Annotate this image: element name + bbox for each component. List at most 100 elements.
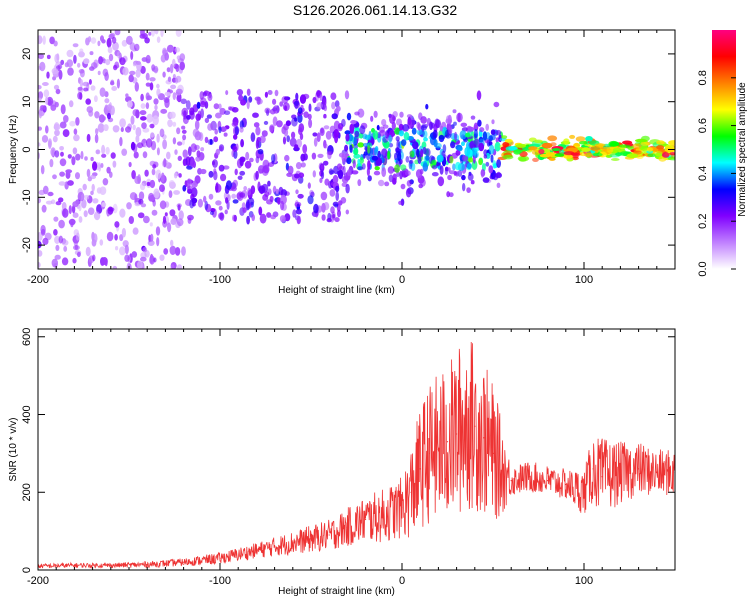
heatmap-cell: [105, 146, 110, 155]
heatmap-cell: [312, 96, 317, 104]
heatmap-cell: [77, 251, 81, 258]
heatmap-cell: [255, 170, 259, 180]
heatmap-cell: [308, 103, 312, 112]
heatmap-cell: [218, 126, 222, 134]
heatmap-cell: [351, 170, 359, 175]
heatmap-cell: [382, 136, 389, 143]
spectrogram-y-tick-label: 10: [21, 96, 33, 108]
heatmap-cell: [381, 167, 387, 178]
heatmap-cell: [239, 170, 246, 176]
heatmap-cell: [448, 125, 453, 135]
heatmap-cell: [133, 151, 139, 159]
snr-y-axis-title: SNR (10 * v/v): [8, 418, 19, 482]
heatmap-cell: [321, 214, 326, 221]
heatmap-cell: [473, 138, 480, 148]
heatmap-cell: [175, 88, 183, 95]
heatmap-cell: [212, 159, 218, 168]
heatmap-cell: [473, 128, 478, 139]
heatmap-cell: [330, 206, 335, 214]
heatmap-cell: [223, 132, 228, 137]
heatmap-cell: [496, 159, 501, 168]
heatmap-cell: [72, 43, 79, 48]
heatmap-cell: [163, 248, 169, 255]
heatmap-cell: [53, 40, 58, 47]
heatmap-cell: [346, 112, 352, 121]
heatmap-cell: [38, 85, 42, 90]
heatmap-cell: [322, 98, 327, 107]
heatmap-cell: [208, 193, 214, 200]
heatmap-cell: [203, 195, 207, 203]
snr-series-line: [38, 341, 675, 569]
heatmap-cell: [218, 164, 225, 172]
heatmap-cell: [225, 90, 229, 96]
heatmap-cell: [286, 172, 293, 177]
heatmap-cell: [149, 222, 153, 227]
heatmap-cell: [319, 127, 325, 136]
heatmap-cell: [114, 234, 118, 241]
heatmap-cell: [167, 76, 172, 83]
heatmap-cell: [207, 139, 214, 145]
heatmap-cell: [143, 215, 150, 224]
heatmap-cell: [421, 141, 427, 149]
heatmap-cell: [155, 226, 161, 236]
heatmap-cell: [88, 79, 92, 85]
heatmap-cell: [420, 148, 424, 158]
heatmap-cell: [280, 200, 285, 211]
heatmap-cell: [94, 133, 99, 144]
heatmap-cell: [84, 156, 88, 161]
heatmap-cell: [116, 78, 120, 89]
heatmap-cell: [89, 51, 94, 56]
colorbar-tick-label: 0.4: [697, 166, 709, 181]
heatmap-cell: [168, 180, 175, 188]
heatmap-cell: [266, 109, 270, 116]
heatmap-cell: [234, 125, 240, 136]
heatmap-cell: [405, 170, 411, 176]
heatmap-cell: [336, 163, 343, 171]
colorbar-tick-label: 0.6: [697, 118, 709, 133]
snr-data-point: [601, 476, 603, 478]
heatmap-cell: [334, 203, 339, 208]
heatmap-cell: [58, 219, 65, 229]
heatmap-cell: [45, 125, 49, 134]
heatmap-cell: [79, 48, 84, 54]
heatmap-cell: [247, 187, 252, 196]
heatmap-cell: [300, 153, 306, 162]
heatmap-cell: [311, 152, 317, 160]
heatmap-cell: [80, 150, 84, 160]
heatmap-cell: [121, 227, 126, 238]
heatmap-cell: [68, 205, 72, 215]
heatmap-cell: [202, 91, 207, 97]
snr-data-point: [446, 441, 449, 443]
heatmap-cell: [478, 158, 483, 166]
heatmap-cell: [215, 112, 222, 119]
heatmap-cell: [396, 150, 401, 156]
heatmap-cell: [236, 89, 244, 96]
heatmap-cell: [60, 151, 64, 157]
snr-frame: [37, 328, 676, 571]
heatmap-cell: [569, 134, 576, 139]
heatmap-cell: [196, 101, 201, 109]
snr-data-point: [419, 468, 421, 470]
heatmap-cell: [287, 165, 294, 175]
heatmap-cell: [477, 119, 482, 127]
heatmap-cell: [146, 181, 151, 187]
heatmap-cell: [38, 197, 42, 204]
heatmap-cell: [457, 112, 461, 123]
snr-x-tick-label: -200: [27, 575, 49, 587]
heatmap-cell: [170, 239, 174, 247]
heatmap-cell: [156, 237, 160, 247]
snr-data-point: [310, 538, 312, 540]
heatmap-cell: [98, 56, 104, 65]
heatmap-cell: [153, 257, 157, 263]
heatmap-cell: [135, 135, 140, 143]
heatmap-cell: [177, 204, 181, 211]
heatmap-cell: [51, 67, 59, 75]
heatmap-cell: [194, 120, 200, 130]
heatmap-cell: [112, 203, 118, 214]
heatmap-cell: [162, 49, 169, 56]
heatmap-cell: [145, 82, 151, 87]
heatmap-cell: [433, 139, 438, 148]
heatmap-cell: [119, 208, 126, 218]
heatmap-cell: [155, 169, 162, 180]
heatmap-cell: [255, 126, 261, 136]
